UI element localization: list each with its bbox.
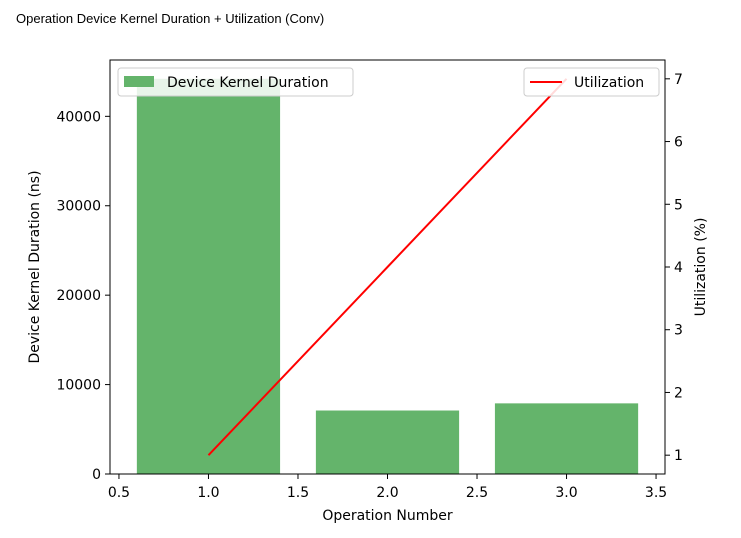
- legend-box: [117, 67, 354, 97]
- page-title: Operation Device Kernel Duration + Utili…: [16, 11, 325, 26]
- legend-box: [523, 67, 660, 97]
- x-tick-label: 1.0: [197, 485, 219, 501]
- bar: [136, 78, 281, 475]
- bars-group: [136, 78, 639, 475]
- y2-tick-label: 5: [674, 197, 683, 213]
- y-tick-label: 30000: [56, 199, 101, 215]
- y2-tick-label: 6: [674, 135, 683, 151]
- legend-label-duration: Device Kernel Duration: [167, 75, 329, 91]
- y-tick-label: 40000: [56, 109, 101, 125]
- x-axis: 0.5 1.0 1.5 2.0 2.5 3.0 3.5: [108, 474, 667, 501]
- y2-tick-label: 3: [674, 323, 683, 339]
- y-tick-label: 20000: [56, 288, 101, 304]
- y2-tick-label: 7: [674, 72, 683, 88]
- x-axis-label: Operation Number: [322, 508, 453, 524]
- y-axis-label: Device Kernel Duration (ns): [27, 170, 43, 363]
- utilization-line: [207, 78, 568, 456]
- y-tick-label: 0: [92, 467, 101, 483]
- x-tick-label: 3.0: [555, 485, 577, 501]
- utilization-line-group: [207, 78, 568, 456]
- x-tick-label: 2.5: [466, 485, 488, 501]
- y2-axis-label: Utilization (%): [693, 218, 709, 317]
- legend-bars: Device Kernel Duration: [117, 67, 354, 97]
- x-tick-label: 3.5: [645, 485, 667, 501]
- legend-swatch-bar: [124, 76, 154, 87]
- y2-tick-label: 1: [674, 448, 683, 464]
- bar: [315, 410, 460, 474]
- x-tick-label: 0.5: [108, 485, 130, 501]
- legend-label-utilization: Utilization: [574, 75, 644, 91]
- y2-tick-label: 4: [674, 260, 683, 276]
- bar: [494, 403, 639, 474]
- x-tick-label: 2.0: [376, 485, 398, 501]
- y-axis-right: 1 2 3 4 5 6 7: [665, 72, 683, 464]
- legend-line: Utilization: [523, 67, 660, 97]
- y2-tick-label: 2: [674, 385, 683, 401]
- y-tick-label: 10000: [56, 378, 101, 394]
- y-axis-left: 0 10000 20000 30000 40000: [56, 109, 110, 483]
- x-tick-label: 1.5: [287, 485, 309, 501]
